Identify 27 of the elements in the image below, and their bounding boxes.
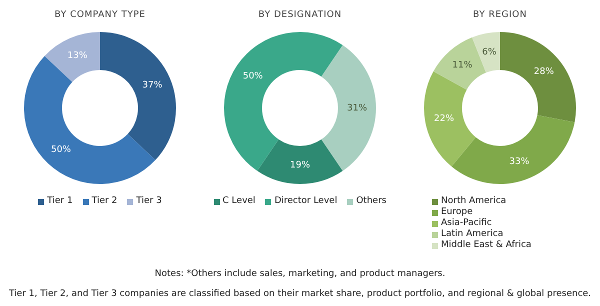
- data-label: 19%: [290, 160, 310, 170]
- legend-label: Tier 2: [92, 196, 118, 207]
- data-label: 50%: [242, 71, 264, 82]
- legend-label: Latin America: [441, 229, 504, 240]
- data-label: 11%: [452, 60, 473, 71]
- legend-label: Europe: [441, 207, 473, 218]
- data-label: 37%: [142, 80, 163, 91]
- legend-label: Tier 3: [136, 196, 162, 207]
- legend-label: Middle East & Africa: [441, 240, 532, 251]
- text: Tier 1, Tier 2, and Tier 3 companies are classified based on their market share, product portfolio, and regional & global presence.: [8, 288, 592, 301]
- legend-label: Tier 1: [47, 196, 73, 207]
- legend-label: Director Level: [274, 196, 338, 207]
- data-label: 22%: [434, 114, 454, 124]
- data-label: 6%: [482, 47, 497, 58]
- data-label: 28%: [534, 67, 554, 78]
- chart-title: BY COMPANY TYPE: [54, 10, 146, 22]
- text: Notes: *Others include sales, marketing, and product managers.: [154, 268, 446, 281]
- data-label: 50%: [50, 144, 72, 155]
- chart-title: BY REGION: [473, 10, 527, 22]
- legend-label: C Level: [222, 196, 256, 207]
- legend-label: Asia-Pacific: [441, 218, 492, 229]
- data-label: 31%: [346, 103, 368, 114]
- legend-label: Others: [356, 196, 386, 207]
- legend-label: North America: [441, 196, 506, 207]
- data-label: 33%: [509, 156, 530, 167]
- chart-title: BY DESIGNATION: [258, 10, 342, 22]
- data-label: 13%: [67, 51, 88, 62]
